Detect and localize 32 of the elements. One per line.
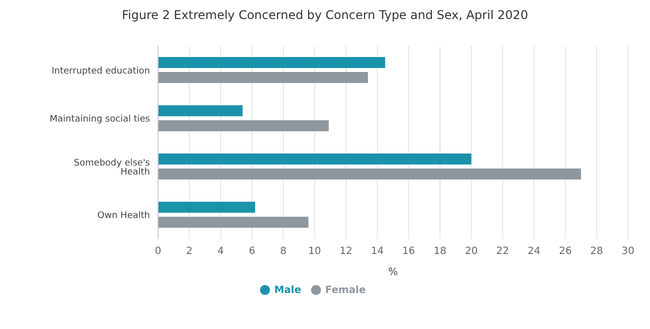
x-tick-label: 2: [186, 246, 193, 258]
x-tick-label: 16: [402, 246, 416, 258]
bar: [158, 105, 243, 116]
x-tick-label: 20: [464, 246, 478, 258]
x-tick-label: 8: [280, 246, 287, 258]
y-tick-label: Maintaining social ties: [50, 114, 150, 125]
bar: [158, 72, 368, 83]
x-tick-label: 28: [590, 246, 604, 258]
bar: [158, 120, 329, 132]
x-tick-label: 26: [558, 246, 572, 258]
x-tick-label: 6: [248, 246, 256, 258]
x-tick-label: 4: [217, 246, 224, 258]
bar: [158, 216, 308, 228]
x-tick-label: 24: [528, 246, 540, 258]
bar: [158, 202, 256, 213]
x-tick-label: 22: [496, 246, 510, 258]
x-tick-label: 18: [434, 246, 446, 258]
bar: [158, 168, 581, 180]
legend-label: Male: [274, 285, 302, 296]
bar: [158, 154, 472, 164]
x-tick-label: 12: [340, 246, 352, 258]
x-tick-label: 14: [370, 246, 384, 258]
legend-label: Female: [325, 285, 366, 296]
bar: [158, 57, 386, 68]
x-tick-label: 0: [154, 246, 162, 258]
y-tick-label: Somebody else's Health: [74, 158, 150, 178]
x-tick-label: 30: [622, 246, 634, 258]
y-tick-label: Interrupted education: [52, 66, 150, 76]
x-axis-title: %: [388, 267, 398, 278]
chart-title: Figure 2 Extremely Concerned by Concern Type and Sex, April 2020: [120, 8, 530, 22]
x-tick-label: 10: [308, 246, 322, 258]
y-tick-label: Own Health: [97, 211, 150, 222]
